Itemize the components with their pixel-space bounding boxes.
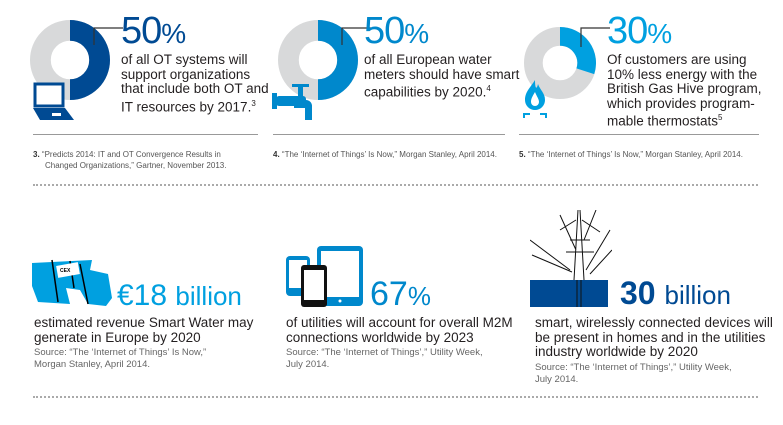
water-pipe-icon: CEX <box>32 259 112 306</box>
divider <box>519 134 759 135</box>
leader-line <box>93 27 123 45</box>
dotted-separator <box>33 184 758 186</box>
stat-description: Of customers are using 10% less energy wi… <box>607 52 762 129</box>
stat-description: estimated revenue Smart Water may generat… <box>34 315 254 345</box>
donut-chart-energy <box>524 27 596 99</box>
gas-flame-icon <box>523 80 547 118</box>
stat-value: 50% <box>364 10 430 52</box>
divider <box>273 134 505 135</box>
donut-chart-ot-systems <box>30 20 110 100</box>
stat-value: 30 billion <box>620 275 731 311</box>
power-pylon-icon <box>530 210 612 307</box>
divider <box>33 134 258 135</box>
donut-segment <box>317 20 358 100</box>
stat-description: of utilities will account for overall M2… <box>286 315 513 345</box>
stat-value: 50% <box>121 10 187 52</box>
footnote: 3. “Predicts 2014: IT and OT Convergence… <box>33 150 227 170</box>
source: Source: “The ‘Internet of Things’ Is Now… <box>34 347 207 370</box>
leader-line <box>341 27 371 45</box>
water-tap-icon <box>272 84 312 120</box>
devices-icon <box>286 246 363 307</box>
source: Source: “The ‘Internet of Things’,” Util… <box>286 347 483 370</box>
footnote: 5. “The ‘Internet of Things’ Is Now,” Mo… <box>519 150 743 159</box>
stat-description: of all OT systems will support organizati… <box>121 52 269 114</box>
leader-line <box>580 27 610 47</box>
donut-chart-water-meters <box>278 20 358 100</box>
stat-value: 67% <box>370 275 431 313</box>
svg-text:CEX: CEX <box>60 268 71 274</box>
stat-value: 30% <box>607 10 673 52</box>
source: Source: “The ‘Internet of Things’,” Util… <box>535 362 732 385</box>
donut-segment <box>559 27 596 75</box>
stat-description: of all European water meters should have … <box>364 52 520 100</box>
stat-description: smart, wirelessly connected devices will… <box>535 315 773 359</box>
donut-segment <box>69 20 110 100</box>
footnote: 4. “The ‘Internet of Things’ Is Now,” Mo… <box>273 150 497 159</box>
stat-value: €18 billion <box>117 279 242 312</box>
laptop-icon <box>33 82 74 120</box>
dotted-separator <box>33 396 758 398</box>
